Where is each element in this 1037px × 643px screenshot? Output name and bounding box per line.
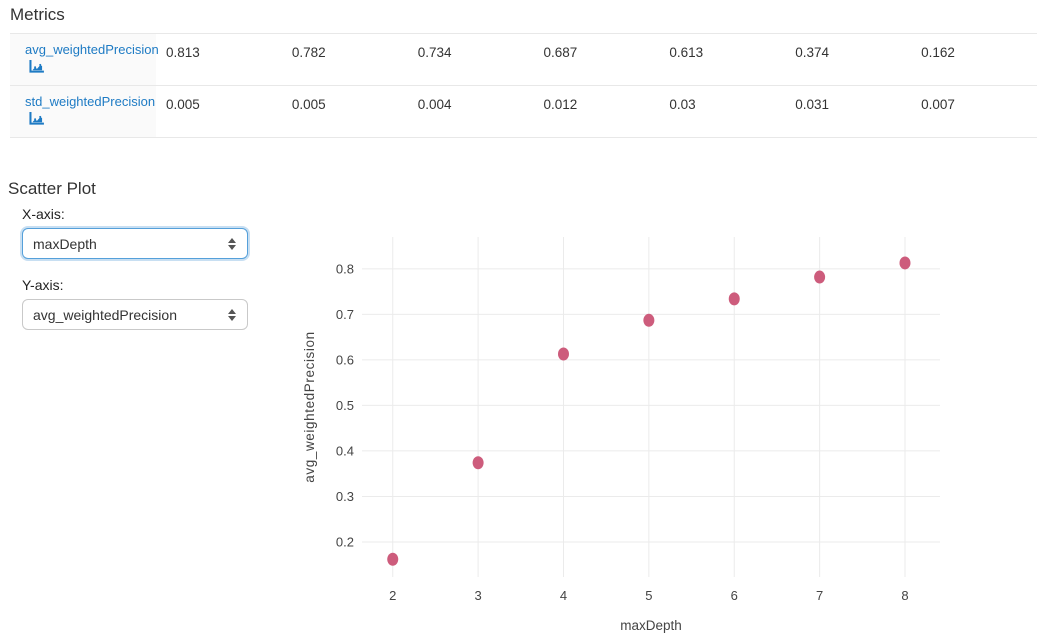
metric-value-cell: 0.782	[291, 45, 326, 60]
metrics-table: avg_weightedPrecision 0.813 0.782 0.734 …	[10, 33, 1037, 138]
y-axis-select-wrap: avg_weightedPrecision	[22, 299, 248, 330]
metric-value-cell: 0.613	[669, 45, 704, 60]
metric-row: avg_weightedPrecision 0.813 0.782 0.734 …	[10, 33, 1037, 86]
scatter-point[interactable]	[472, 456, 484, 470]
y-tick-label: 0.3	[336, 489, 354, 504]
y-tick-label: 0.6	[336, 352, 354, 367]
scatter-point[interactable]	[814, 270, 826, 284]
x-tick-label: 3	[474, 588, 481, 603]
scatter-plot-svg: 0.2 0.3 0.4 0.5 0.6 0.7 0.8 2 3 4 5 6 7 8 maxDepth avg_…	[302, 237, 940, 633]
metric-value-cell: 0.012	[543, 97, 578, 112]
y-tick-label: 0.7	[336, 307, 354, 322]
x-tick-label: 4	[560, 588, 567, 603]
y-axis-select[interactable]: avg_weightedPrecision	[22, 299, 248, 330]
scatter-point[interactable]	[557, 347, 569, 361]
metrics-section-title: Metrics	[10, 5, 65, 24]
y-tick-label: 0.2	[336, 534, 354, 549]
y-tick-label: 0.5	[336, 398, 354, 413]
x-tick-label: 8	[901, 588, 908, 603]
x-tick-label: 5	[645, 588, 652, 603]
y-axis-select-label: Y-axis:	[22, 277, 64, 293]
x-axis-select[interactable]: maxDepth	[22, 228, 248, 259]
line-chart-icon[interactable]	[29, 112, 44, 130]
metric-name-link[interactable]: avg_weightedPrecision	[25, 42, 159, 57]
metric-value-cell: 0.007	[921, 97, 955, 112]
scatter-plot-controls: X-axis: maxDepth Y-axis: avg_weightedPre…	[22, 206, 262, 330]
metric-value-cell: 0.004	[417, 97, 452, 112]
metric-name-link[interactable]: std_weightedPrecision	[25, 94, 156, 109]
metric-value-cell: 0.734	[417, 45, 452, 60]
metric-value-cell: 0.813	[166, 45, 200, 60]
scatter-point[interactable]	[387, 552, 399, 566]
y-tick-label: 0.4	[336, 443, 354, 458]
metric-row: std_weightedPrecision 0.005 0.005 0.004 …	[10, 85, 1037, 138]
y-tick-label: 0.8	[336, 261, 354, 276]
metric-value-cell: 0.162	[921, 45, 955, 60]
metric-value-cell: 0.03	[669, 97, 696, 112]
metric-value-cell: 0.005	[166, 97, 200, 112]
x-tick-label: 2	[389, 588, 396, 603]
y-axis-title: avg_weightedPrecision	[302, 331, 317, 482]
scatter-point[interactable]	[643, 313, 655, 327]
scatter-plot-section-title: Scatter Plot	[8, 179, 96, 198]
scatter-point[interactable]	[899, 256, 911, 270]
x-axis-select-label: X-axis:	[22, 206, 65, 222]
metric-name-cell: std_weightedPrecision	[10, 85, 156, 138]
metric-value-cell: 0.374	[795, 45, 830, 60]
metric-value-cell: 0.687	[543, 45, 578, 60]
scatter-plot[interactable]: 0.2 0.3 0.4 0.5 0.6 0.7 0.8 2 3 4 5 6 7 8 maxDepth avg_…	[300, 230, 1037, 643]
metric-name-cell: avg_weightedPrecision	[10, 33, 159, 86]
scatter-point[interactable]	[728, 292, 740, 306]
x-tick-label: 6	[731, 588, 738, 603]
metric-value-cell: 0.005	[291, 97, 326, 112]
line-chart-icon[interactable]	[29, 60, 44, 78]
x-axis-select-wrap: maxDepth	[22, 228, 248, 259]
x-axis-title: maxDepth	[620, 618, 682, 633]
x-tick-label: 7	[816, 588, 823, 603]
metric-value-cell: 0.031	[795, 97, 830, 112]
